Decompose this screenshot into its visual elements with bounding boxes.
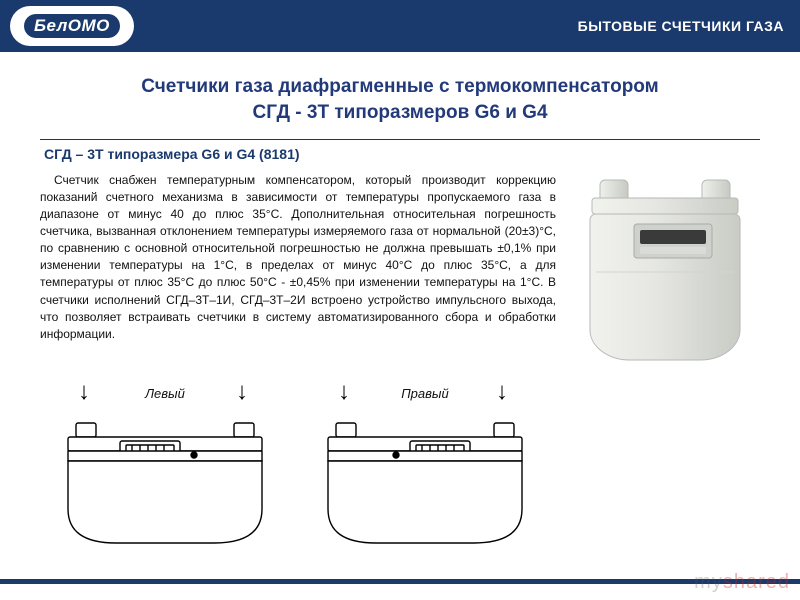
page-title: Счетчики газа диафрагменные с термокомпе… bbox=[40, 74, 760, 125]
logo: БелОМО bbox=[10, 6, 134, 46]
header-category: БЫТОВЫЕ СЧЕТЧИКИ ГАЗА bbox=[578, 18, 784, 34]
title-line-2: СГД - 3Т типоразмеров G6 и G4 bbox=[40, 100, 760, 126]
text-photo-row: Счетчик снабжен температурным компенсато… bbox=[40, 172, 760, 372]
meter-photo-illustration bbox=[570, 172, 760, 372]
title-rule bbox=[40, 139, 760, 140]
product-photo bbox=[570, 172, 760, 372]
diagram-left: ↓ ↓ Левый bbox=[50, 386, 280, 553]
footer-rule bbox=[0, 579, 800, 584]
arrow-down-icon: ↓ bbox=[338, 380, 350, 404]
meter-outline-right-icon bbox=[310, 403, 540, 553]
logo-text: БелОМО bbox=[24, 14, 120, 38]
diagram-row: ↓ ↓ Левый ↓ bbox=[50, 386, 760, 553]
diagram-right: ↓ ↓ Правый bbox=[310, 386, 540, 553]
header-bar: БелОМО БЫТОВЫЕ СЧЕТЧИКИ ГАЗА bbox=[0, 0, 800, 52]
arrow-down-icon: ↓ bbox=[78, 380, 90, 404]
arrow-down-icon: ↓ bbox=[496, 380, 508, 404]
content-area: СГД – 3Т типоразмера G6 и G4 (8181) Счет… bbox=[40, 139, 760, 553]
arrow-down-icon: ↓ bbox=[236, 380, 248, 404]
subheading: СГД – 3Т типоразмера G6 и G4 (8181) bbox=[44, 146, 760, 162]
description-paragraph: Счетчик снабжен температурным компенсато… bbox=[40, 172, 556, 372]
title-line-1: Счетчики газа диафрагменные с термокомпе… bbox=[40, 74, 760, 100]
meter-outline-left-icon bbox=[50, 403, 280, 553]
